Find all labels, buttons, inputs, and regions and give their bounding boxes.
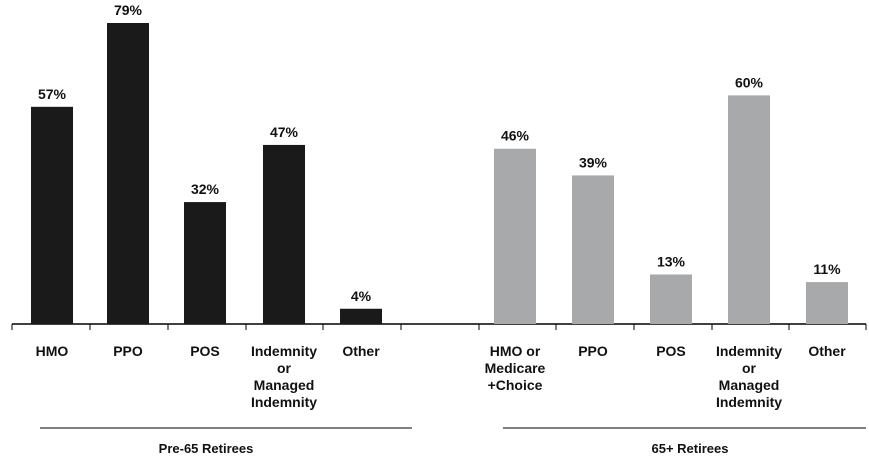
- bar-pre-65-retirees-other: [340, 308, 382, 324]
- value-label-pre-65-retirees-pos: 32%: [191, 181, 220, 197]
- category-label-pre-65-retirees-indemnity: Indemnity or Managed Indemnity: [251, 343, 317, 410]
- category-labels: HMO PPO POS Indemnity or Managed Indemnity Othe…: [36, 343, 847, 410]
- value-label-65-retirees-indemnity: 60%: [735, 74, 764, 90]
- axis-ticks: [11, 324, 867, 330]
- value-label-pre-65-retirees-other: 4%: [351, 288, 372, 304]
- category-label-pre-65-retirees-ppo: PPO: [113, 343, 143, 359]
- bar-65-retirees-other: [806, 282, 848, 324]
- bar-pre-65-retirees-pos: [184, 202, 226, 324]
- category-label-65-retirees-ppo: PPO: [578, 343, 608, 359]
- value-label-65-retirees-other: 11%: [813, 261, 841, 277]
- bar-pre-65-retirees-indemnity: [263, 144, 305, 324]
- value-label-65-retirees-ppo: 39%: [579, 154, 608, 170]
- category-label-65-retirees-other: Other: [808, 343, 846, 359]
- category-label-65-retirees-pos: POS: [656, 343, 686, 359]
- category-label-65-retirees-indemnity: Indemnity or Managed Indemnity: [716, 343, 782, 410]
- bar-65-retirees-hmo-or: [494, 148, 536, 324]
- bar-pre-65-retirees-ppo: [107, 23, 149, 324]
- value-label-65-retirees-hmo-or: 46%: [501, 128, 530, 144]
- value-label-pre-65-retirees-ppo: 79%: [114, 2, 143, 18]
- group-labels: Pre-65 Retirees 65+ Retirees: [40, 427, 866, 456]
- bars: [31, 23, 848, 325]
- group-label-65plus: 65+ Retirees: [652, 441, 729, 456]
- bar-65-retirees-indemnity: [728, 95, 770, 325]
- category-label-pre-65-retirees-pos: POS: [190, 343, 220, 359]
- bar-65-retirees-ppo: [572, 175, 614, 324]
- value-label-65-retirees-pos: 13%: [657, 253, 686, 269]
- group-label-pre65: Pre-65 Retirees: [159, 441, 254, 456]
- category-label-65-retirees-hmo-or: HMO or Medicare +Choice: [485, 343, 546, 393]
- value-label-pre-65-retirees-indemnity: 47%: [270, 124, 299, 140]
- value-label-pre-65-retirees-hmo: 57%: [38, 86, 67, 102]
- bar-pre-65-retirees-hmo: [31, 106, 73, 324]
- category-label-pre-65-retirees-hmo: HMO: [36, 343, 69, 359]
- category-label-pre-65-retirees-other: Other: [342, 343, 380, 359]
- value-labels: 57% 79% 32% 47% 4% 46% 39% 13% 60% 11%: [38, 2, 841, 304]
- bar-65-retirees-pos: [650, 274, 692, 324]
